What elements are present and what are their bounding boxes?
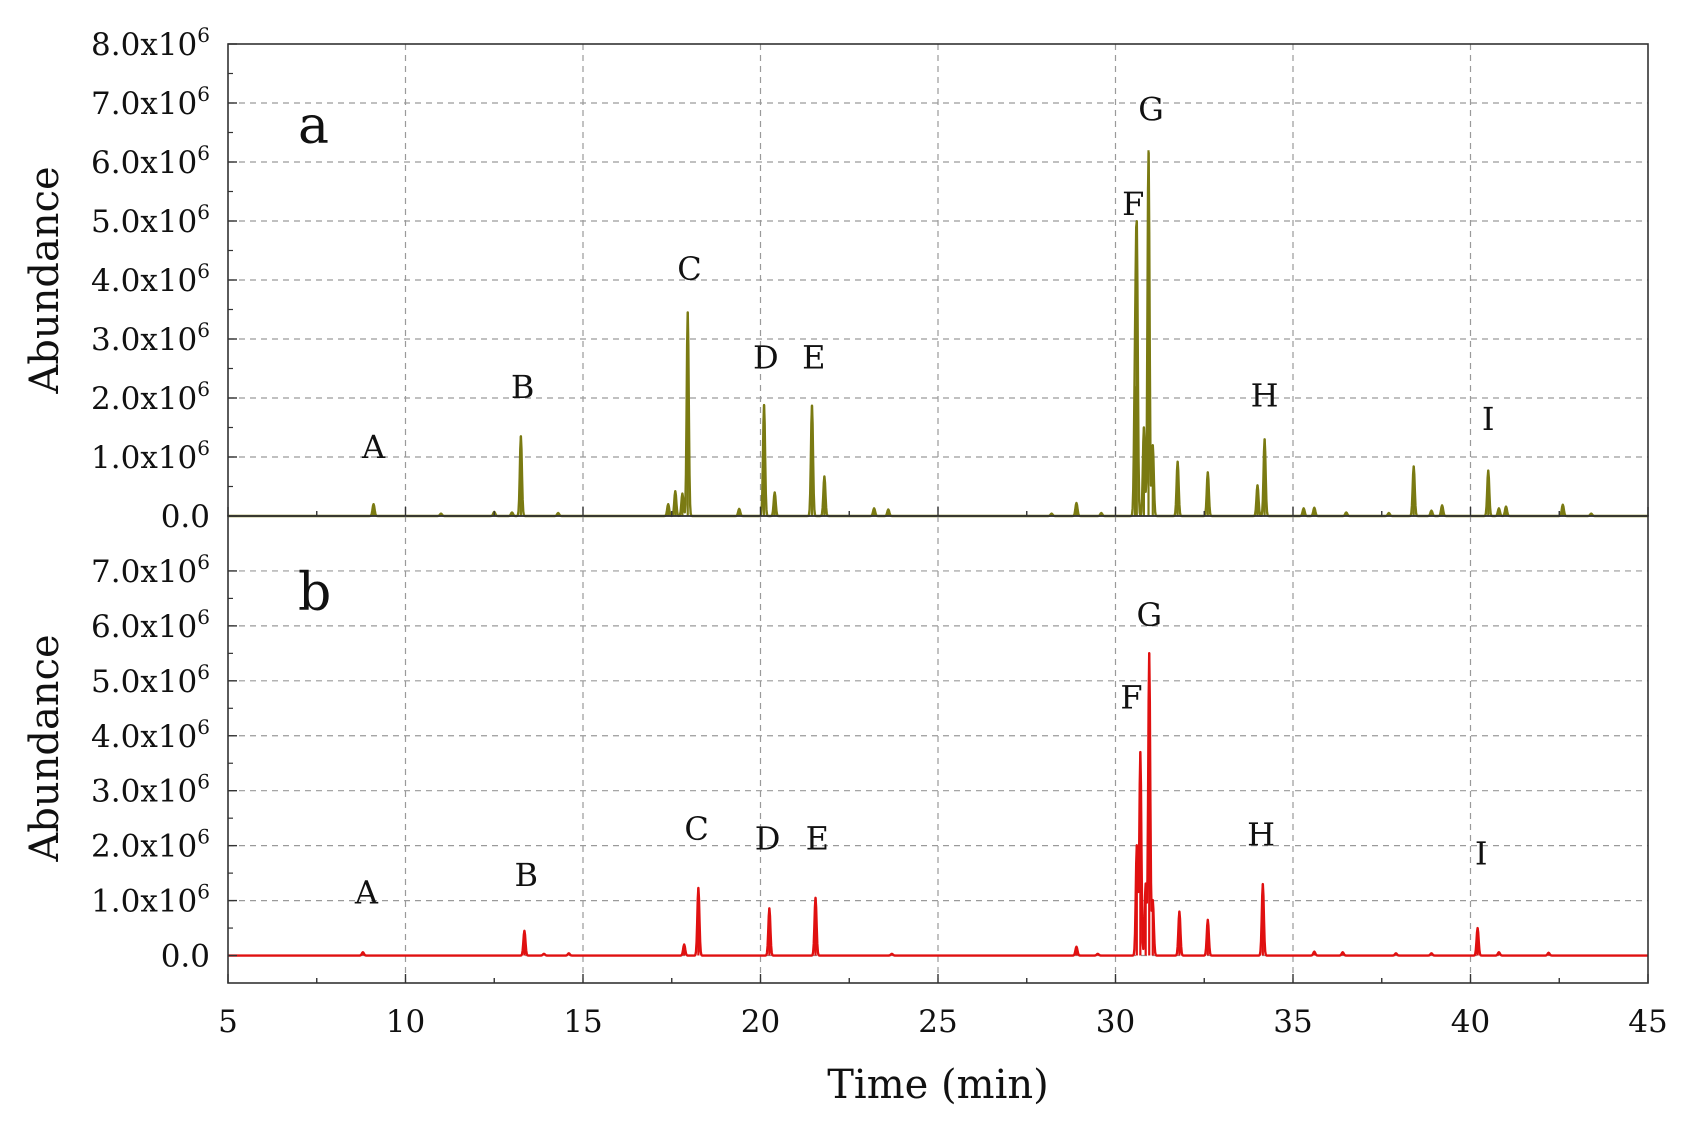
panel-a-peak-label-G: G — [1138, 91, 1164, 129]
panel-b-peak-label-G: G — [1136, 596, 1162, 634]
x-tick-label: 40 — [1451, 1004, 1490, 1040]
panel-a-gridlines — [228, 44, 1648, 516]
panel-b-y-tick-label: 4.0x106 — [91, 715, 210, 755]
panel-b-y-ticks: 0.0 1.0x106 2.0x106 3.0x106 4.0x106 5.0x106 6.… — [91, 550, 1649, 983]
x-tick-label: 35 — [1273, 1004, 1312, 1040]
x-tick-label: 15 — [563, 1004, 602, 1040]
panel-a-peak-label-D: D — [753, 339, 779, 377]
panel-b-y-tick-label: 3.0x106 — [91, 770, 210, 810]
panel-b-y-tick-label: 0.0 — [161, 939, 210, 975]
panel-b-peak-label-B: B — [514, 856, 538, 894]
panel-a-y-tick-label: 0.0 — [161, 499, 210, 535]
panel-b-y-tick-label: 7.0x106 — [91, 550, 210, 590]
panel-a-y-tick-label: 6.0x106 — [91, 141, 210, 181]
panel-a-y-tick-label: 7.0x106 — [91, 82, 210, 122]
panel-a-peak-label-C: C — [677, 250, 701, 288]
panel-a-y-tick-label: 8.0x106 — [91, 23, 210, 63]
x-tick-label: 25 — [918, 1004, 957, 1040]
panel-a-y-tick-label: 3.0x106 — [91, 318, 210, 358]
panel-a-y-axis-title: Abundance — [22, 166, 68, 394]
panel-b-y-axis-title: Abundance — [22, 634, 68, 862]
panel-b-peak-label-A: A — [354, 873, 379, 911]
panel-b-peak-label-E: E — [806, 819, 829, 857]
panel-a: 0.0 1.0x106 2.0x106 3.0x106 4.0x106 5.0x106 6.… — [22, 23, 1649, 535]
panel-b-trace — [227, 651, 1649, 957]
panel-b-series — [227, 651, 1649, 957]
x-tick-label: 10 — [386, 1004, 425, 1040]
panel-a-y-tick-label: 2.0x106 — [91, 377, 210, 417]
panel-b-peak-label-F: F — [1120, 678, 1142, 716]
x-tick-label: 20 — [741, 1004, 780, 1040]
x-axis-title: Time (min) — [827, 1062, 1048, 1108]
x-tick-label: 30 — [1096, 1004, 1135, 1040]
panel-b-letter: b — [298, 563, 331, 623]
panel-a-y-ticks: 0.0 1.0x106 2.0x106 3.0x106 4.0x106 5.0x106 6.… — [91, 23, 1649, 535]
x-tick-label: 5 — [218, 1004, 238, 1040]
panel-a-peak-label-F: F — [1122, 185, 1144, 223]
panel-b-peak-label-H: H — [1247, 816, 1275, 854]
panel-b-peak-label-I: I — [1475, 834, 1488, 872]
panel-a-series — [227, 150, 1649, 518]
panel-a-peak-label-H: H — [1251, 376, 1279, 414]
panel-b-y-tick-label: 2.0x106 — [91, 825, 210, 865]
panel-b-y-tick-label: 1.0x106 — [91, 880, 210, 920]
panel-a-y-tick-label: 1.0x106 — [91, 436, 210, 476]
panel-a-peak-label-E: E — [802, 339, 825, 377]
panel-a-peak-label-I: I — [1482, 400, 1495, 438]
x-tick-label: 45 — [1628, 1004, 1667, 1040]
panel-a-y-tick-label: 4.0x106 — [91, 259, 210, 299]
panel-a-peak-labels: A B C D E F G H I — [361, 91, 1495, 466]
panel-b-y-tick-label: 6.0x106 — [91, 605, 210, 645]
panel-b-y-tick-label: 5.0x106 — [91, 660, 210, 700]
panel-b-peak-label-C: C — [684, 810, 708, 848]
panel-b: 0.0 1.0x106 2.0x106 3.0x106 4.0x106 5.0x106 6.… — [22, 515, 1649, 984]
panel-b-peak-label-D: D — [755, 819, 781, 857]
panel-a-y-tick-label: 5.0x106 — [91, 200, 210, 240]
panel-b-peak-labels: A B C D E F G H I — [354, 596, 1488, 911]
panel-a-letter: a — [298, 96, 329, 156]
x-axis-ticks: 5 10 15 20 25 30 35 40 45 — [218, 1004, 1668, 1040]
panel-a-peak-label-B: B — [511, 368, 535, 406]
panel-a-peak-label-A: A — [361, 428, 386, 466]
